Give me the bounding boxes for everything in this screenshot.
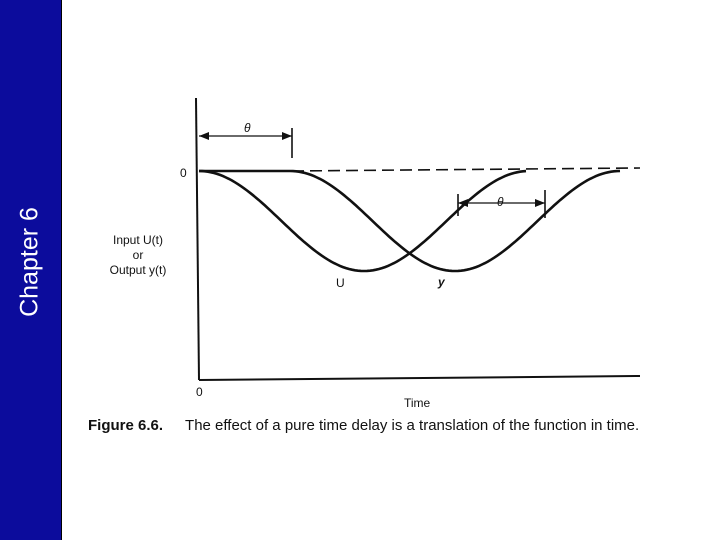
figure-caption: Figure 6.6. The effect of a pure time del… (88, 417, 639, 434)
curve-u-label: U (336, 276, 345, 290)
theta-label-mid: θ (497, 195, 504, 209)
curve-y-label: y (437, 275, 446, 289)
y-axis-label-line3: Output y(t) (110, 263, 167, 277)
vertical-axis (195, 97, 200, 381)
caption-number: Figure 6.6. (88, 417, 164, 434)
theta-arrowhead-mid-right (535, 199, 545, 207)
y-axis-label-line2: or (133, 248, 144, 262)
input-curve-u (198, 169, 527, 273)
zero-bottom-label: 0 (196, 385, 203, 399)
y-axis-label-line1: Input U(t) (113, 233, 163, 247)
zero-top-label: 0 (180, 166, 187, 180)
chapter-sidebar: Chapter 6 (0, 0, 62, 540)
theta-label-top: θ (244, 121, 251, 135)
x-axis-label: Time (404, 396, 431, 410)
zero-baseline-dashed (291, 167, 641, 172)
output-curve-y (199, 169, 621, 273)
horizontal-axis (198, 375, 641, 381)
theta-arrowhead-right (282, 132, 292, 140)
theta-arrowhead-left (199, 132, 209, 140)
caption-text: The effect of a pure time delay is a tra… (185, 417, 640, 434)
